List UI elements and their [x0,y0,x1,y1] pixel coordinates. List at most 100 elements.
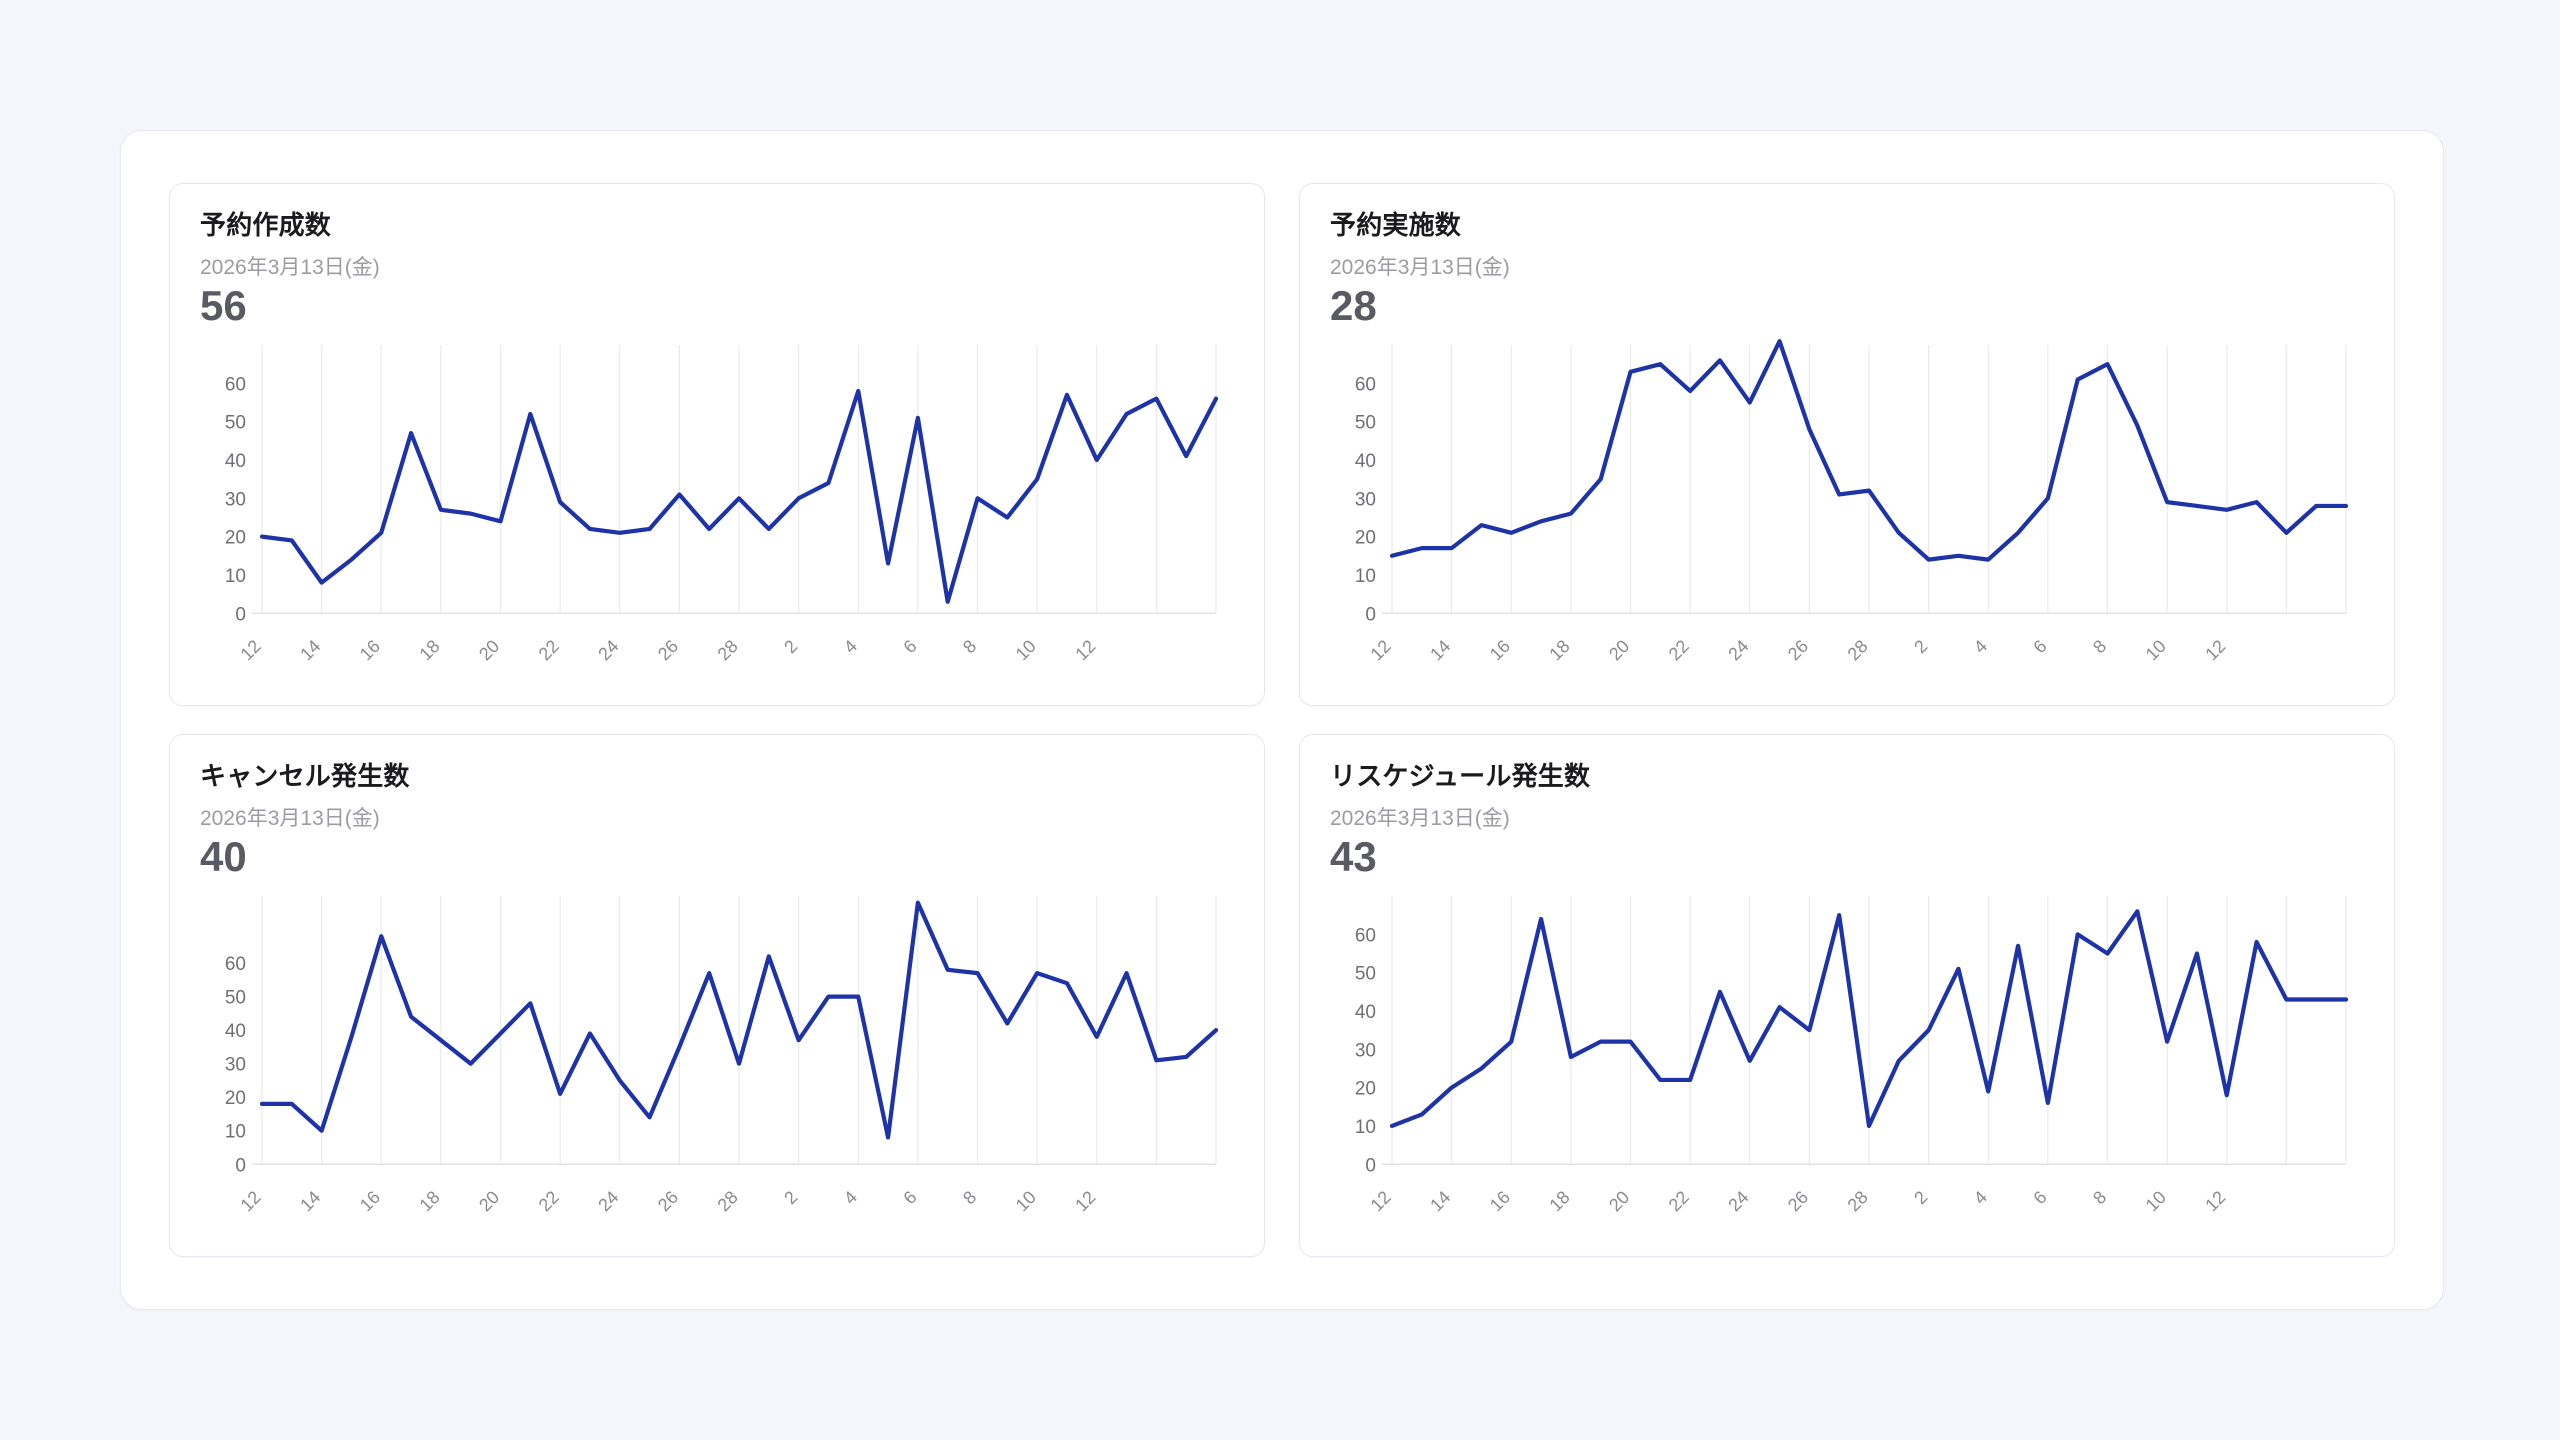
y-axis-tick-label: 10 [225,1121,246,1142]
card-title: キャンセル発生数 [200,761,410,791]
x-axis-tick-label: 28 [714,1187,742,1215]
x-axis-tick-label: 10 [2142,1187,2170,1215]
x-axis-tick-label: 12 [2201,636,2229,664]
card-title: リスケジュール発生数 [1330,761,1591,791]
x-axis-tick-label: 20 [1605,636,1633,664]
y-axis-tick-label: 20 [225,527,246,548]
x-axis-tick-label: 24 [594,1187,622,1215]
card-date: 2026年3月13日(金) [1330,256,1510,280]
x-axis-tick-label: 16 [1486,1187,1514,1215]
y-axis-tick-label: 30 [225,489,246,510]
y-axis-tick-label: 60 [225,374,246,395]
x-axis-tick-label: 4 [1970,1187,1991,1208]
y-axis-tick-label: 60 [225,954,246,975]
y-axis-tick-label: 50 [225,987,246,1008]
x-axis-tick-label: 18 [415,1187,443,1215]
card-date: 2026年3月13日(金) [1330,807,1510,831]
x-axis-tick-label: 8 [2089,1187,2110,1208]
x-axis-tick-label: 10 [1012,636,1040,664]
x-axis-tick-label: 2 [1910,636,1931,657]
y-axis-tick-label: 40 [225,1021,246,1042]
chart-reservation-completed[interactable]: 0 10 20 30 40 50 60 12 14 16 18 20 22 24 26 28 2 4 6 8 10 12 [1330,337,2364,687]
x-axis-tick-label: 16 [356,1187,384,1215]
x-axis-tick-label: 2 [780,1187,801,1208]
metric-card-reservation-completed[interactable]: 予約実施数 2026年3月13日(金) 28 0 10 20 30 40 50 60 12 14… [1299,183,2395,706]
x-axis-tick-label: 14 [1426,1187,1454,1215]
x-axis-tick-label: 26 [654,1187,682,1215]
y-axis-tick-label: 30 [1355,489,1376,510]
card-date: 2026年3月13日(金) [200,256,380,280]
metric-card-reschedule-count[interactable]: リスケジュール発生数 2026年3月13日(金) 43 0 10 20 30 40 50 6… [1299,734,2395,1257]
y-axis-tick-label: 40 [1355,1002,1376,1023]
x-axis-tick-label: 28 [1844,1187,1872,1215]
card-value: 28 [1330,282,1377,330]
y-axis-tick-label: 60 [1355,374,1376,395]
x-axis-tick-label: 8 [959,636,980,657]
x-axis-tick-label: 28 [1844,636,1872,664]
y-axis-tick-label: 0 [1365,604,1376,625]
x-axis-tick-label: 18 [1545,636,1573,664]
y-axis-tick-label: 50 [1355,963,1376,984]
chart-reschedule-count[interactable]: 0 10 20 30 40 50 60 12 14 16 18 20 22 24 26 28 2 4 6 8 10 12 [1330,888,2364,1238]
dashboard-panel: 予約作成数 2026年3月13日(金) 56 0 10 20 30 40 50 60 12 14… [120,130,2444,1310]
x-axis-tick-label: 6 [2029,636,2050,657]
x-axis-tick-label: 4 [840,1187,861,1208]
x-axis-tick-label: 24 [1724,636,1752,664]
x-axis-tick-label: 22 [535,636,563,664]
card-value: 56 [200,282,247,330]
x-axis-tick-label: 4 [840,636,861,657]
x-axis-tick-label: 22 [1665,636,1693,664]
metric-card-reservation-created[interactable]: 予約作成数 2026年3月13日(金) 56 0 10 20 30 40 50 60 12 14… [169,183,1265,706]
x-axis-tick-label: 16 [1486,636,1514,664]
x-axis-tick-label: 14 [1426,636,1454,664]
card-title: 予約作成数 [200,210,332,240]
x-axis-tick-label: 12 [1071,636,1099,664]
y-axis-tick-label: 40 [1355,451,1376,472]
x-axis-tick-label: 18 [1545,1187,1573,1215]
x-axis-tick-label: 6 [899,1187,920,1208]
x-axis-tick-label: 20 [475,1187,503,1215]
x-axis-tick-label: 18 [415,636,443,664]
chart-series-line [259,388,1219,604]
y-axis-tick-label: 0 [1365,1155,1376,1176]
card-value: 40 [200,833,247,881]
y-axis-tick-label: 20 [225,1088,246,1109]
metric-card-grid: 予約作成数 2026年3月13日(金) 56 0 10 20 30 40 50 60 12 14… [169,183,2395,1257]
y-axis-tick-label: 20 [1355,1078,1376,1099]
y-axis-tick-label: 60 [1355,925,1376,946]
chart-reservation-created[interactable]: 0 10 20 30 40 50 60 12 14 16 18 20 22 24 26 28 2 4 6 8 10 12 [200,337,1234,687]
y-axis-tick-label: 40 [225,451,246,472]
x-axis-tick-label: 10 [2142,636,2170,664]
x-axis-tick-label: 12 [1367,636,1395,664]
y-axis-tick-label: 10 [225,566,246,587]
y-axis-tick-label: 0 [235,604,246,625]
x-axis-tick-label: 10 [1012,1187,1040,1215]
x-axis-tick-label: 22 [1665,1187,1693,1215]
x-axis-tick-label: 26 [1784,1187,1812,1215]
y-axis-tick-label: 20 [1355,527,1376,548]
x-axis-tick-label: 20 [475,636,503,664]
x-axis-tick-label: 6 [2029,1187,2050,1208]
chart-cancellation-count[interactable]: 0 10 20 30 40 50 60 12 14 16 18 20 22 24 26 28 2 4 6 8 10 12 [200,888,1234,1238]
x-axis-tick-label: 12 [1367,1187,1395,1215]
x-axis-tick-label: 2 [1910,1187,1931,1208]
card-title: 予約実施数 [1330,210,1462,240]
y-axis-tick-label: 30 [225,1054,246,1075]
x-axis-tick-label: 20 [1605,1187,1633,1215]
x-axis-tick-label: 16 [356,636,384,664]
y-axis-tick-label: 10 [1355,1117,1376,1138]
x-axis-tick-label: 26 [654,636,682,664]
card-value: 43 [1330,833,1377,881]
card-date: 2026年3月13日(金) [200,807,380,831]
x-axis-tick-label: 2 [780,636,801,657]
x-axis-tick-label: 22 [535,1187,563,1215]
metric-card-cancellation-count[interactable]: キャンセル発生数 2026年3月13日(金) 40 0 10 20 30 40 50 60 1… [169,734,1265,1257]
chart-series-line [1389,338,2349,562]
x-axis-tick-label: 28 [714,636,742,664]
y-axis-tick-label: 30 [1355,1040,1376,1061]
